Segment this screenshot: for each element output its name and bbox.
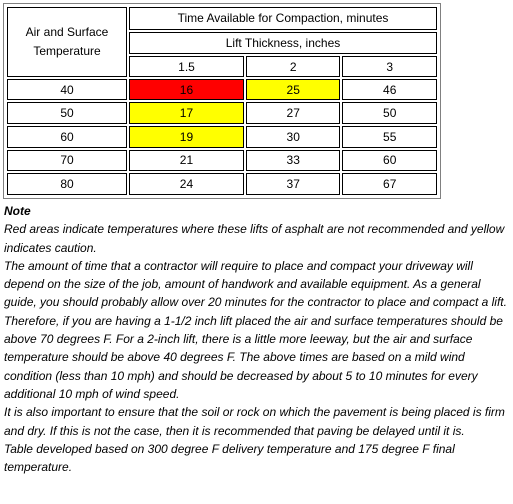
time-cell: 24 bbox=[129, 173, 244, 195]
time-cell: 27 bbox=[245, 102, 341, 125]
time-cell: 17 bbox=[129, 102, 244, 125]
notes-section: Note Red areas indicate temperatures whe… bbox=[4, 202, 512, 476]
row-header-line-1: Air and Surface bbox=[25, 24, 109, 39]
time-cell: 37 bbox=[245, 173, 341, 195]
temperature-cell: 60 bbox=[7, 126, 127, 148]
thickness-header: 3 bbox=[342, 56, 437, 77]
time-header-cell: Time Available for Compaction, minutes bbox=[129, 7, 437, 30]
time-cell: 16 bbox=[129, 78, 244, 101]
temperature-cell: 80 bbox=[7, 173, 127, 195]
time-cell: 25 bbox=[245, 78, 341, 101]
table-row: 60 19 30 55 bbox=[7, 126, 437, 148]
time-cell: 50 bbox=[342, 102, 437, 125]
table-row: 40 16 25 46 bbox=[7, 78, 437, 101]
table-row: 50 17 27 50 bbox=[7, 102, 437, 125]
time-cell: 30 bbox=[245, 126, 341, 148]
time-cell: 21 bbox=[129, 149, 244, 172]
table-row: 70 21 33 60 bbox=[7, 149, 437, 172]
time-cell: 67 bbox=[342, 173, 437, 195]
thickness-header: 1.5 bbox=[129, 56, 244, 77]
note-paragraph: Red areas indicate temperatures where th… bbox=[4, 222, 505, 255]
row-header-cell: Air and Surface Temperature bbox=[7, 7, 127, 77]
compaction-time-table: Air and Surface Temperature Time Availab… bbox=[5, 5, 439, 197]
note-paragraph: Table developed based on 300 degree F de… bbox=[4, 441, 455, 475]
lift-header-cell: Lift Thickness, inches bbox=[129, 31, 437, 55]
temperature-cell: 70 bbox=[7, 149, 127, 172]
time-cell: 55 bbox=[342, 126, 437, 148]
table-row: 80 24 37 67 bbox=[7, 173, 437, 195]
time-cell: 46 bbox=[342, 78, 437, 101]
temperature-cell: 40 bbox=[7, 78, 127, 101]
row-header-line-2: Temperature bbox=[33, 43, 101, 58]
thickness-header: 2 bbox=[245, 56, 341, 77]
header-row-thickness: 1.5 2 3 bbox=[7, 56, 437, 77]
time-cell: 19 bbox=[129, 126, 244, 148]
note-paragraph: It is also important to ensure that the … bbox=[4, 405, 505, 438]
time-cell: 33 bbox=[245, 149, 341, 172]
time-cell: 60 bbox=[342, 149, 437, 172]
temperature-cell: 50 bbox=[7, 102, 127, 125]
header-row-lift: Lift Thickness, inches bbox=[7, 31, 437, 55]
note-heading: Note bbox=[4, 204, 31, 218]
compaction-table-frame: Air and Surface Temperature Time Availab… bbox=[3, 3, 441, 199]
header-row-time: Air and Surface Temperature Time Availab… bbox=[7, 7, 437, 77]
note-paragraph: The amount of time that a contractor wil… bbox=[4, 258, 507, 401]
